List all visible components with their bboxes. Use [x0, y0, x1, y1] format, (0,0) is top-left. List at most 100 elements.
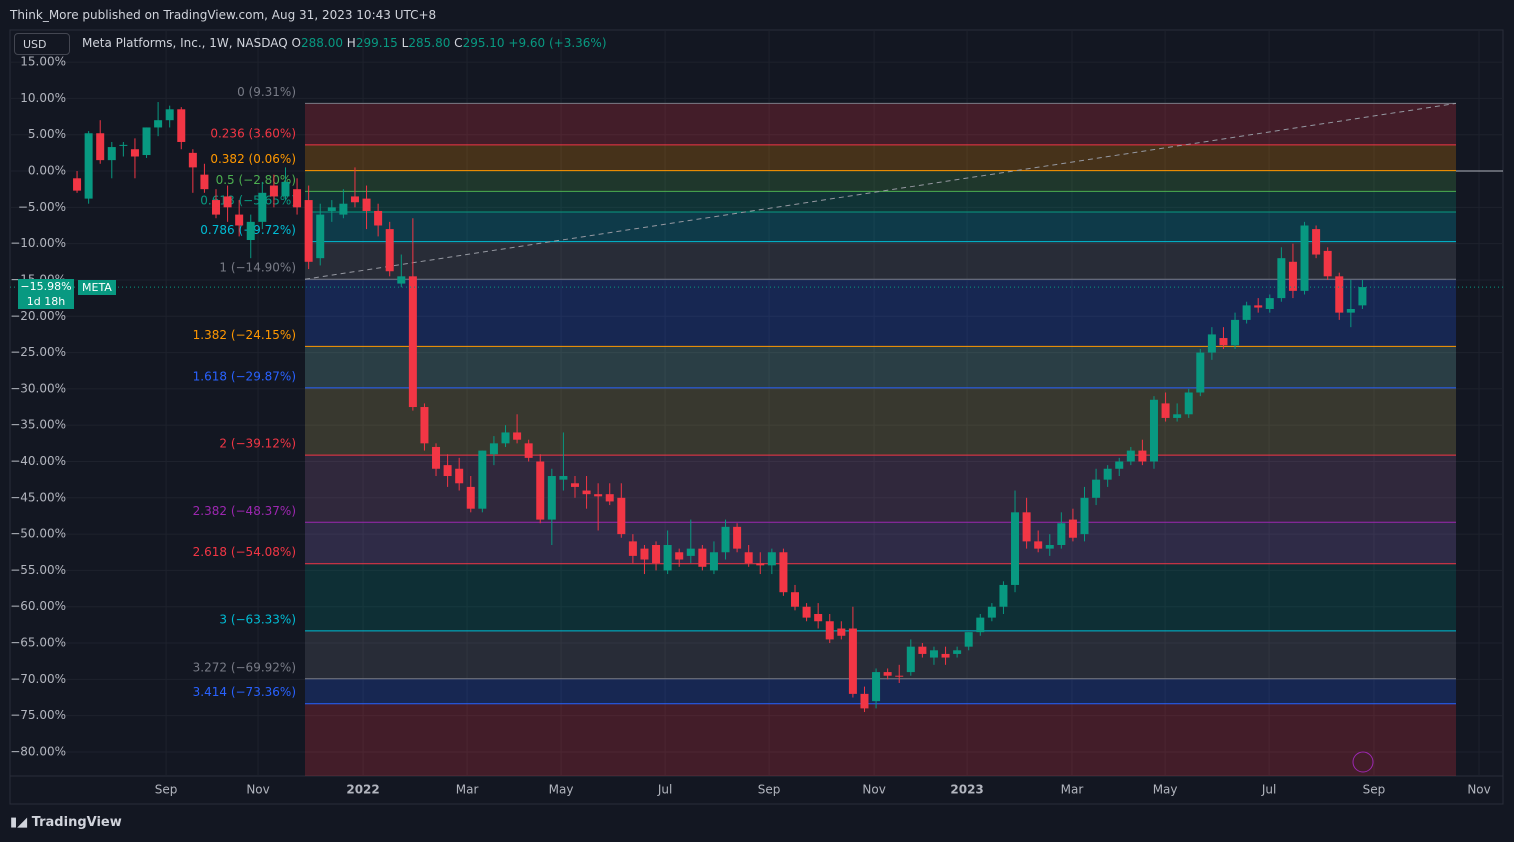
candle-body — [501, 432, 510, 444]
candle-body — [130, 149, 139, 157]
candle-body — [547, 476, 556, 520]
candle-body — [1300, 225, 1309, 291]
x-tick-label: Jul — [1261, 783, 1276, 797]
candle-body — [524, 443, 533, 458]
fib-zone — [305, 522, 1456, 564]
price-tag: −15.98% 1d 18h — [18, 279, 74, 309]
candle-body — [455, 468, 464, 484]
candle-body — [1184, 392, 1193, 415]
candle-body — [999, 584, 1008, 607]
candle-body — [779, 552, 788, 593]
candle-body — [837, 628, 846, 636]
candle-body — [860, 693, 869, 709]
y-tick-label: −30.00% — [10, 381, 66, 395]
y-tick-label: 5.00% — [28, 127, 66, 141]
candle-body — [408, 276, 417, 408]
fib-label: 0.5 (−2.80%) — [216, 173, 296, 187]
fib-label: 2 (−39.12%) — [219, 437, 296, 451]
x-tick-label: Sep — [155, 783, 178, 797]
candle-body — [582, 490, 591, 495]
candle-body — [339, 203, 348, 215]
fib-zone — [305, 170, 1456, 192]
footer-brand: ▮◢ TradingView — [10, 815, 122, 830]
candle-body — [154, 120, 163, 128]
candle-body — [513, 432, 522, 440]
candle-body — [466, 486, 475, 509]
h-key: H — [346, 36, 356, 50]
candle-body — [1149, 399, 1158, 462]
candle-body — [814, 613, 823, 622]
candle-body — [953, 650, 962, 654]
fib-zone — [305, 630, 1456, 679]
candle-body — [640, 548, 649, 560]
x-tick-label: Mar — [1061, 783, 1084, 797]
x-tick-label: Jul — [657, 783, 672, 797]
y-tick-label: −70.00% — [10, 672, 66, 686]
candle-body — [976, 617, 985, 633]
y-tick-label: 0.00% — [28, 164, 66, 178]
candle-body — [1068, 519, 1077, 538]
candle-body — [1126, 450, 1135, 462]
y-tick-label: −60.00% — [10, 599, 66, 613]
fib-zone — [305, 387, 1456, 456]
candle-body — [432, 446, 441, 469]
ticker-tag: META — [78, 280, 116, 295]
currency-button[interactable]: USD — [14, 33, 70, 55]
candle-body — [188, 152, 197, 168]
change: +9.60 (+3.36%) — [508, 36, 607, 50]
candle-body — [1022, 512, 1031, 542]
x-tick-label: Sep — [1363, 783, 1386, 797]
candle-body — [1080, 497, 1089, 535]
candle-body — [293, 189, 302, 208]
candle-body — [941, 653, 950, 658]
candle-body — [1196, 352, 1205, 393]
candle-body — [223, 196, 232, 208]
candle-body — [964, 632, 973, 647]
candle-body — [316, 214, 325, 259]
candle-body — [791, 592, 800, 607]
y-tick-label: −40.00% — [10, 454, 66, 468]
y-tick-label: −45.00% — [10, 490, 66, 504]
candle-body — [1358, 287, 1367, 306]
l-key: L — [401, 36, 409, 50]
candle-body — [397, 276, 406, 284]
candle-body — [1011, 512, 1020, 585]
fib-zone — [305, 212, 1456, 242]
candle-body — [1242, 305, 1251, 320]
fib-zone — [305, 678, 1456, 704]
candle-body — [825, 621, 834, 640]
candle-body — [258, 192, 267, 222]
candle-body — [872, 672, 881, 702]
fib-label: 1.382 (−24.15%) — [193, 328, 296, 342]
candle-body — [420, 407, 429, 444]
candle-body — [1173, 414, 1182, 418]
fib-zone — [305, 103, 1456, 145]
candle-body — [675, 552, 684, 560]
candle-body — [350, 196, 359, 203]
candle-body — [559, 476, 568, 480]
candle-body — [617, 497, 626, 535]
candle-body — [489, 443, 498, 455]
symbol: Meta Platforms, Inc., 1W, NASDAQ — [82, 36, 288, 50]
x-tick-label: May — [1153, 783, 1178, 797]
candle-body — [235, 214, 244, 226]
candle-body — [246, 221, 255, 241]
y-tick-label: −75.00% — [10, 708, 66, 722]
y-tick-label: −80.00% — [10, 744, 66, 758]
candle-body — [1288, 261, 1297, 291]
candle-body — [628, 541, 637, 556]
fib-zone — [305, 144, 1456, 171]
fib-label: 3.272 (−69.92%) — [193, 660, 296, 674]
h-val: 299.15 — [355, 36, 398, 50]
candle-body — [107, 147, 116, 161]
candle-body — [269, 185, 278, 197]
candle-body — [744, 552, 753, 564]
candle-body — [165, 109, 174, 121]
candle-body — [698, 548, 707, 567]
fib-label: 0.382 (0.06%) — [210, 152, 296, 166]
fib-label: 3 (−63.33%) — [219, 612, 296, 626]
candle-body — [652, 545, 661, 564]
price-tag-countdown: 1d 18h — [26, 295, 66, 308]
l-val: 285.80 — [408, 36, 451, 50]
y-tick-label: −35.00% — [10, 418, 66, 432]
